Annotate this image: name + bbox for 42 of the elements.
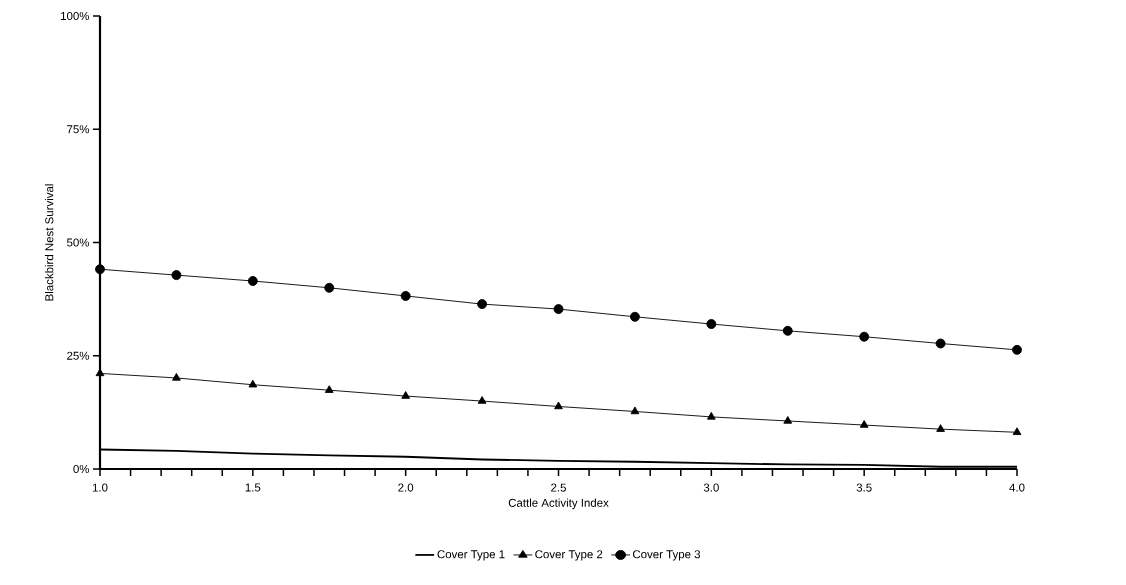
point <box>553 304 564 315</box>
point <box>936 424 945 432</box>
point <box>1012 344 1022 355</box>
x-tick-label: 3.5 <box>856 483 872 492</box>
point <box>859 331 870 342</box>
x-tick-label: 2.0 <box>398 483 414 492</box>
point <box>859 420 869 428</box>
point <box>630 406 640 415</box>
x-tick-label: 2.5 <box>551 483 566 492</box>
point <box>324 385 334 393</box>
y-tick-label: 25% <box>67 351 90 360</box>
point <box>629 311 640 322</box>
point <box>706 411 716 420</box>
point <box>554 401 563 410</box>
point <box>782 325 793 336</box>
x-tick-label: 1.5 <box>245 483 261 492</box>
point <box>324 282 335 293</box>
point <box>477 299 488 310</box>
point <box>706 319 717 329</box>
x-axis-title: Cattle Activity Index <box>508 498 609 510</box>
point <box>477 396 487 404</box>
point <box>171 270 182 281</box>
point <box>400 291 411 301</box>
y-axis-title: Blackbird Nest Survival <box>44 184 54 301</box>
point <box>783 416 793 424</box>
point <box>95 264 105 275</box>
y-tick-label: 0% <box>73 464 90 474</box>
point <box>935 338 946 349</box>
x-tick-label: 4.0 <box>1009 483 1025 492</box>
point <box>1012 427 1022 435</box>
legend-label: Cover Type 2 <box>535 550 603 561</box>
y-tick-label: 50% <box>67 238 90 247</box>
point <box>172 373 181 381</box>
point <box>248 379 258 388</box>
y-tick-label: 75% <box>67 125 90 134</box>
point <box>247 276 258 286</box>
x-tick-label: 1.0 <box>92 483 108 492</box>
point <box>401 391 411 399</box>
y-tick-label: 100% <box>61 11 90 21</box>
legend-label: Cover Type 1 <box>437 550 505 561</box>
x-tick-label: 3.0 <box>703 483 719 492</box>
legend-label: Cover Type 3 <box>632 550 701 561</box>
